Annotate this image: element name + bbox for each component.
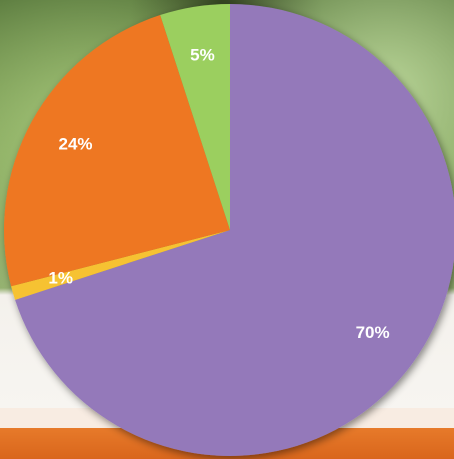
chart: 70% 1% 24% 5% bbox=[0, 0, 454, 459]
pie bbox=[4, 4, 454, 456]
value-label: 24% bbox=[59, 135, 93, 154]
value-label: 1% bbox=[48, 269, 73, 288]
screen: 70% 1% 24% 5% bbox=[0, 0, 454, 459]
value-label: 70% bbox=[356, 323, 390, 342]
value-label: 5% bbox=[190, 45, 215, 64]
